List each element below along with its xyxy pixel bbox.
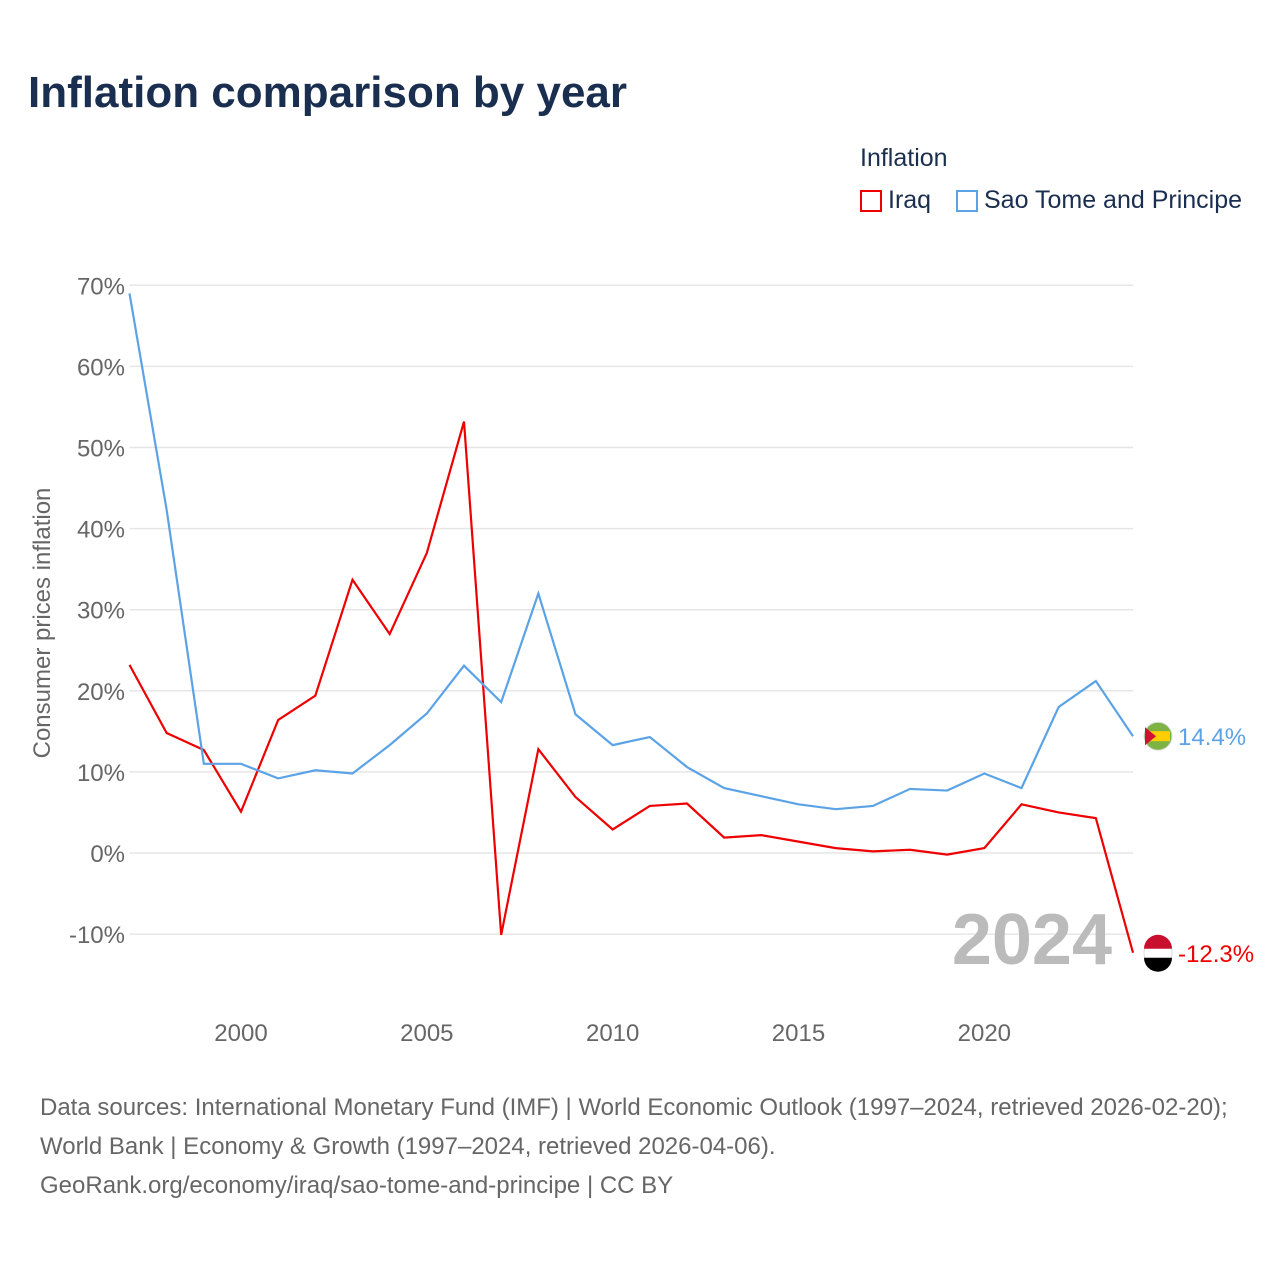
year-label: 2024 (952, 900, 1112, 980)
y-tick-label: -10% (69, 922, 125, 949)
series-line-sao-tome (128, 293, 1134, 811)
end-value-label: -12.3% (1178, 941, 1254, 968)
y-tick-label: 50% (77, 436, 125, 463)
y-tick-label: 40% (77, 517, 125, 544)
sao-tome-flag-icon (1145, 727, 1156, 746)
series-line-iraq (128, 421, 1135, 954)
plot-area: -10% 0% 10% 20% 30% 40% 50% 60% 70% 2000 2005 2010 2… (29, 273, 1254, 1047)
sao-tome-flag-icon (1146, 731, 1170, 742)
end-value-label: 14.4% (1178, 724, 1246, 751)
y-tick-label: 60% (77, 354, 125, 381)
x-tick-label: 2020 (958, 1020, 1011, 1047)
x-tick-label: 2010 (586, 1020, 639, 1047)
y-tick-label: 70% (77, 273, 125, 300)
y-tick-label: 30% (77, 598, 125, 625)
legend-swatch (956, 189, 978, 212)
source-note: Data sources: International Monetary Fun… (40, 1088, 1250, 1205)
x-tick-label: 2015 (772, 1020, 825, 1047)
y-tick-label: 10% (77, 760, 125, 787)
y-axis-label: Consumer prices inflation (29, 488, 56, 759)
iraq-flag-icon (1144, 957, 1172, 972)
legend-item-iraq[interactable]: Iraq (860, 186, 931, 215)
x-tick-label: 2005 (400, 1020, 453, 1047)
y-tick-label: 20% (77, 679, 125, 706)
legend-label: Sao Tome and Principe (984, 186, 1243, 214)
source-line: GeoRank.org/economy/iraq/sao-tome-and-pr… (40, 1172, 674, 1199)
iraq-flag-icon (1144, 934, 1172, 949)
x-tick-label: 2000 (214, 1020, 267, 1047)
source-line: Data sources: International Monetary Fun… (40, 1094, 1228, 1160)
y-tick-label: 0% (90, 841, 125, 868)
page-title: Inflation comparison by year (28, 68, 628, 117)
legend-swatch (860, 189, 882, 212)
legend-item-sao-tome[interactable]: Sao Tome and Principe (956, 186, 1242, 215)
legend-label: Iraq (888, 186, 932, 214)
legend-title: Inflation (860, 144, 948, 172)
